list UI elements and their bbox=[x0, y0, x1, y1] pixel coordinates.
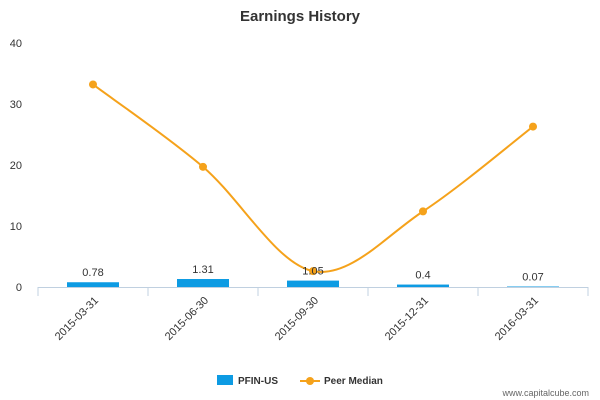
bar-pfin[interactable] bbox=[177, 279, 229, 287]
bar-pfin[interactable] bbox=[397, 284, 449, 287]
data-labels: 0.78 1.31 1.05 0.4 0.07 bbox=[82, 264, 543, 284]
bar-data-label: 0.4 bbox=[415, 270, 430, 282]
peer-median-point[interactable] bbox=[89, 80, 97, 89]
y-tick-label: 10 bbox=[10, 221, 22, 233]
x-tick-label: 2015-09-30 bbox=[273, 295, 321, 343]
y-tick-label: 0 bbox=[16, 282, 22, 294]
bar-series bbox=[67, 279, 559, 287]
x-tick-label: 2015-03-31 bbox=[53, 295, 101, 343]
bar-pfin[interactable] bbox=[507, 286, 559, 288]
x-tick-label: 2015-06-30 bbox=[163, 295, 211, 343]
bar-data-label: 1.31 bbox=[192, 264, 213, 276]
peer-median-line bbox=[92, 83, 534, 273]
bar-pfin[interactable] bbox=[287, 280, 339, 287]
y-tick-label: 20 bbox=[10, 160, 22, 172]
peer-median-point[interactable] bbox=[419, 207, 427, 216]
y-tick-label: 40 bbox=[10, 38, 22, 50]
peer-median-point[interactable] bbox=[309, 267, 317, 276]
x-tick-label: 2016-03-31 bbox=[493, 295, 541, 343]
legend-marker-peer[interactable] bbox=[306, 377, 314, 385]
bar-data-label: 1.05 bbox=[302, 266, 323, 278]
legend-label-pfin[interactable]: PFIN-US bbox=[238, 376, 278, 387]
peer-median-point[interactable] bbox=[529, 122, 537, 131]
legend[interactable]: PFIN-US Peer Median bbox=[217, 375, 383, 387]
peer-median-point[interactable] bbox=[199, 162, 207, 171]
line-series bbox=[89, 80, 537, 276]
bar-data-label: 0.07 bbox=[522, 272, 543, 284]
y-tick-label: 30 bbox=[10, 99, 22, 111]
chart-title: Earnings History bbox=[240, 8, 361, 25]
credit-text: www.capitalcube.com bbox=[501, 388, 589, 398]
legend-swatch-pfin[interactable] bbox=[217, 375, 233, 385]
legend-label-peer[interactable]: Peer Median bbox=[324, 376, 383, 387]
x-tick-label: 2015-12-31 bbox=[383, 295, 431, 343]
bar-pfin[interactable] bbox=[67, 282, 119, 287]
bar-data-label: 0.78 bbox=[82, 267, 103, 279]
